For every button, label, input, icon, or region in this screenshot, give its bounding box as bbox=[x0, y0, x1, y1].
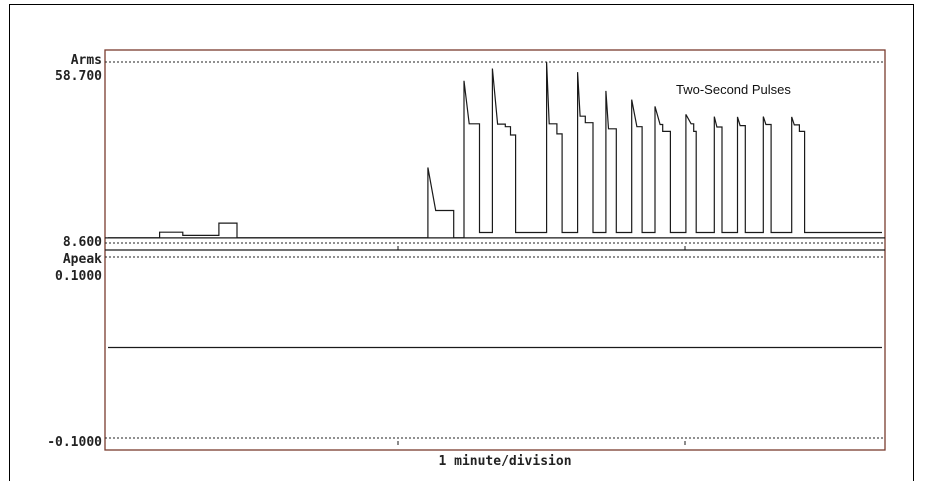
chart-annotation: Two-Second Pulses bbox=[676, 82, 791, 97]
top-ylabel: Arms bbox=[71, 53, 102, 68]
bottom-ytick-max: 0.1000 bbox=[55, 269, 102, 284]
chart-frame bbox=[9, 4, 914, 481]
top-ytick-min: 8.600 bbox=[63, 235, 102, 250]
top-ytick-max: 58.700 bbox=[55, 69, 102, 84]
arms-series-line bbox=[108, 61, 882, 239]
x-axis-label: 1 minute/division bbox=[438, 454, 571, 469]
bottom-ytick-min: -0.1000 bbox=[47, 435, 102, 450]
bottom-ylabel: Apeak bbox=[63, 252, 102, 267]
